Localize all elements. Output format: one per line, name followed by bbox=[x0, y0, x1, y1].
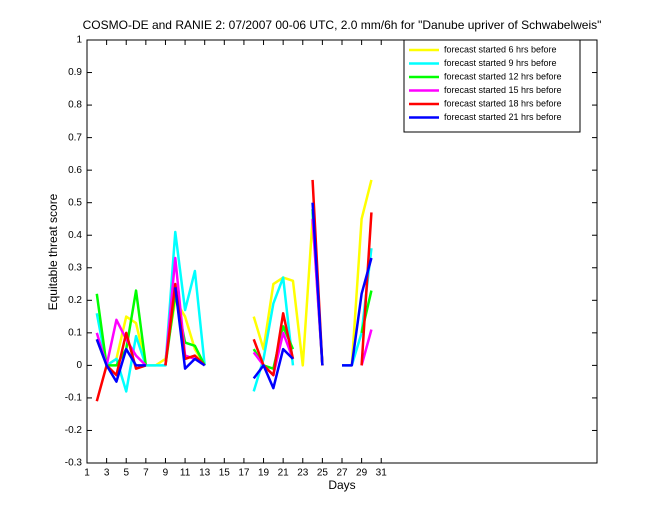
x-tick-label: 27 bbox=[336, 468, 348, 479]
x-tick-label: 19 bbox=[258, 468, 270, 479]
x-tick-label: 29 bbox=[356, 468, 368, 479]
x-tick-label: 3 bbox=[104, 468, 110, 479]
y-tick-label: 0.5 bbox=[68, 197, 82, 208]
y-tick-label: 0.2 bbox=[68, 295, 82, 306]
y-tick-label: 1 bbox=[76, 35, 82, 46]
x-tick-label: 21 bbox=[278, 468, 290, 479]
y-tick-label: 0.4 bbox=[68, 230, 82, 241]
x-tick-label: 25 bbox=[317, 468, 329, 479]
legend-label: forecast started 15 hrs before bbox=[444, 85, 562, 95]
x-tick-label: 11 bbox=[180, 468, 191, 479]
y-tick-label: 0.6 bbox=[68, 165, 82, 176]
y-tick-label: 0.7 bbox=[68, 132, 82, 143]
legend-label: forecast started 12 hrs before bbox=[444, 71, 562, 81]
y-axis-label: Equitable threat score bbox=[46, 193, 60, 310]
y-tick-label: 0.1 bbox=[68, 327, 82, 338]
y-tick-label: 0.3 bbox=[68, 262, 82, 273]
x-tick-label: 5 bbox=[123, 468, 129, 479]
chart-title: COSMO-DE and RANIE 2: 07/2007 00-06 UTC,… bbox=[83, 18, 602, 32]
series-line bbox=[95, 202, 373, 390]
legend-label: forecast started 9 hrs before bbox=[444, 58, 557, 68]
y-tick-label: 0 bbox=[76, 360, 82, 371]
x-tick-label: 17 bbox=[238, 468, 250, 479]
legend-label: forecast started 6 hrs before bbox=[444, 44, 557, 54]
y-tick-label: 0.8 bbox=[68, 100, 82, 111]
y-tick-label: -0.1 bbox=[65, 393, 83, 404]
y-tick-label: -0.2 bbox=[65, 425, 83, 436]
y-tick-label: -0.3 bbox=[65, 458, 83, 469]
x-tick-label: 7 bbox=[143, 468, 149, 479]
x-tick-label: 1 bbox=[84, 468, 90, 479]
x-tick-label: 23 bbox=[297, 468, 309, 479]
x-axis-label: Days bbox=[328, 478, 355, 492]
y-tick-label: 0.9 bbox=[68, 67, 82, 78]
x-tick-label: 9 bbox=[163, 468, 169, 479]
x-tick-label: 31 bbox=[376, 468, 388, 479]
legend-label: forecast started 21 hrs before bbox=[444, 112, 562, 122]
x-tick-label: 15 bbox=[219, 468, 231, 479]
series-line bbox=[95, 212, 373, 393]
x-tick-label: 13 bbox=[199, 468, 211, 479]
legend-label: forecast started 18 hrs before bbox=[444, 98, 562, 108]
